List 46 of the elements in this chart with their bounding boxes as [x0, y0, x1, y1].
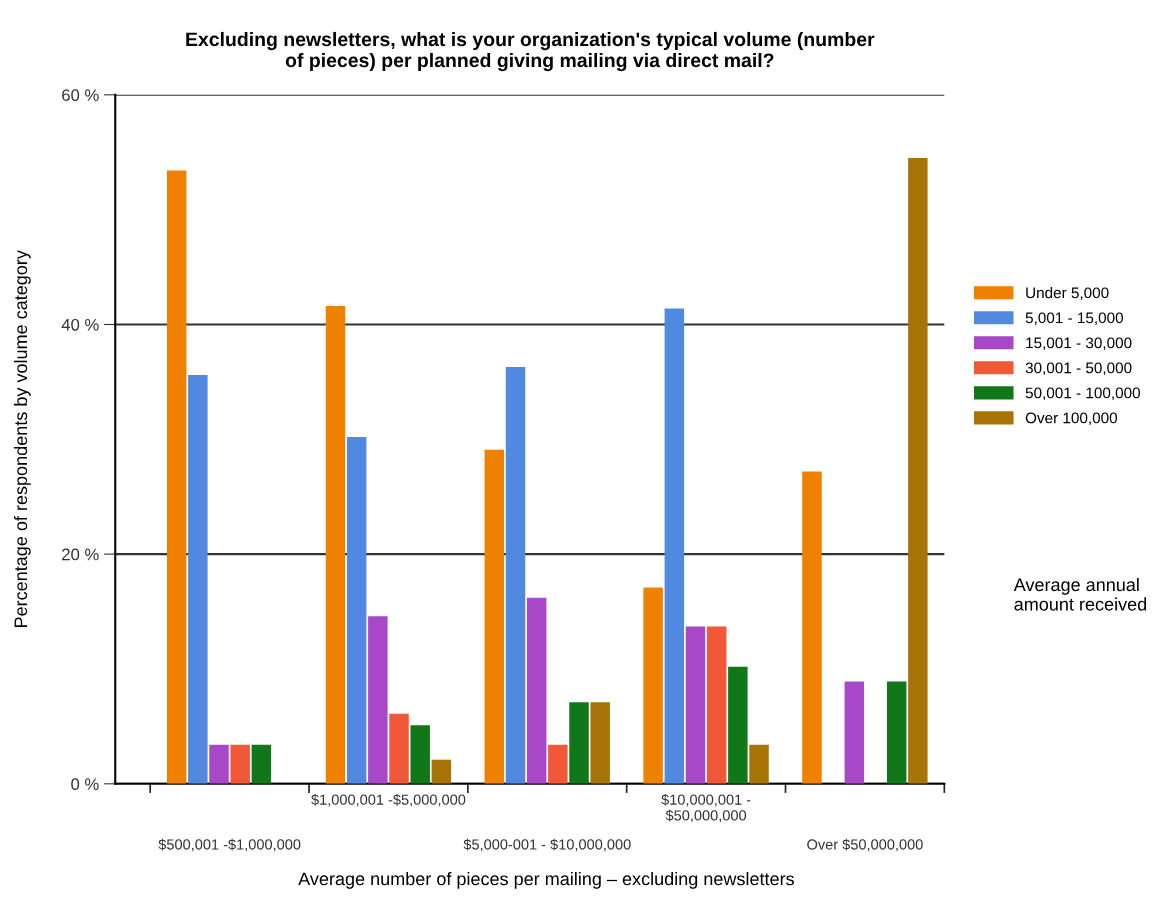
bar: [706, 626, 727, 784]
bar: [802, 471, 822, 784]
bar: [844, 681, 865, 784]
bar: [886, 681, 907, 784]
bar: [410, 725, 430, 784]
chart-title: Excluding newsletters, what is your organization's typical volume (number of pieces) per planned giving mailing via direct mail?: [186, 31, 875, 72]
x-axis-title: Average number of pieces per mailing – excluding newsletters: [298, 872, 794, 889]
bar: [749, 744, 769, 784]
legend-label: 5,001 - 15,000: [1025, 312, 1124, 326]
legend-title: Average annual amount received: [1013, 577, 1147, 611]
y-axis-title: Percentage of respondents by volume category: [13, 250, 31, 628]
x-tick-label: $1,000,001 -$5,000,000: [311, 793, 466, 807]
bar: [188, 375, 208, 784]
bar: [526, 597, 547, 784]
y-tick-label: 60 %: [62, 89, 99, 102]
bar: [548, 744, 568, 784]
bar: [368, 616, 388, 784]
x-tick-label: Over $50,000,000: [807, 838, 923, 852]
legend-label: Over 100,000: [1025, 412, 1118, 426]
bar: [325, 306, 346, 784]
bar: [569, 702, 589, 784]
x-tick-label: $5,000-001 - $10,000,000: [463, 838, 631, 852]
bar: [685, 626, 706, 784]
legend-label: Under 5,000: [1026, 287, 1109, 301]
legend-label: 50,001 - 100,000: [1025, 387, 1141, 401]
bar: [431, 759, 452, 784]
legend-label: 15,001 - 30,000: [1026, 337, 1132, 351]
bar: [484, 449, 505, 784]
bar: [346, 437, 367, 784]
y-tick-label: 0 %: [71, 778, 99, 791]
bar: [230, 744, 250, 784]
bar: [166, 170, 187, 784]
bar: [643, 587, 663, 784]
y-tick-label: 20 %: [62, 548, 99, 561]
bar: [251, 744, 272, 784]
bar: [389, 713, 409, 784]
legend-label: 30,001 - 50,000: [1025, 362, 1132, 376]
y-tick-label: 40 %: [61, 318, 99, 331]
bar: [664, 308, 685, 784]
bar: [209, 744, 229, 784]
bar: [908, 157, 928, 784]
bar: [728, 666, 748, 784]
x-tick-label: $500,001 -$1,000,000: [158, 838, 301, 852]
bar: [505, 366, 526, 784]
bar: [590, 702, 610, 784]
x-tick-label: $10,000,001 - $50,000,000: [661, 793, 751, 823]
